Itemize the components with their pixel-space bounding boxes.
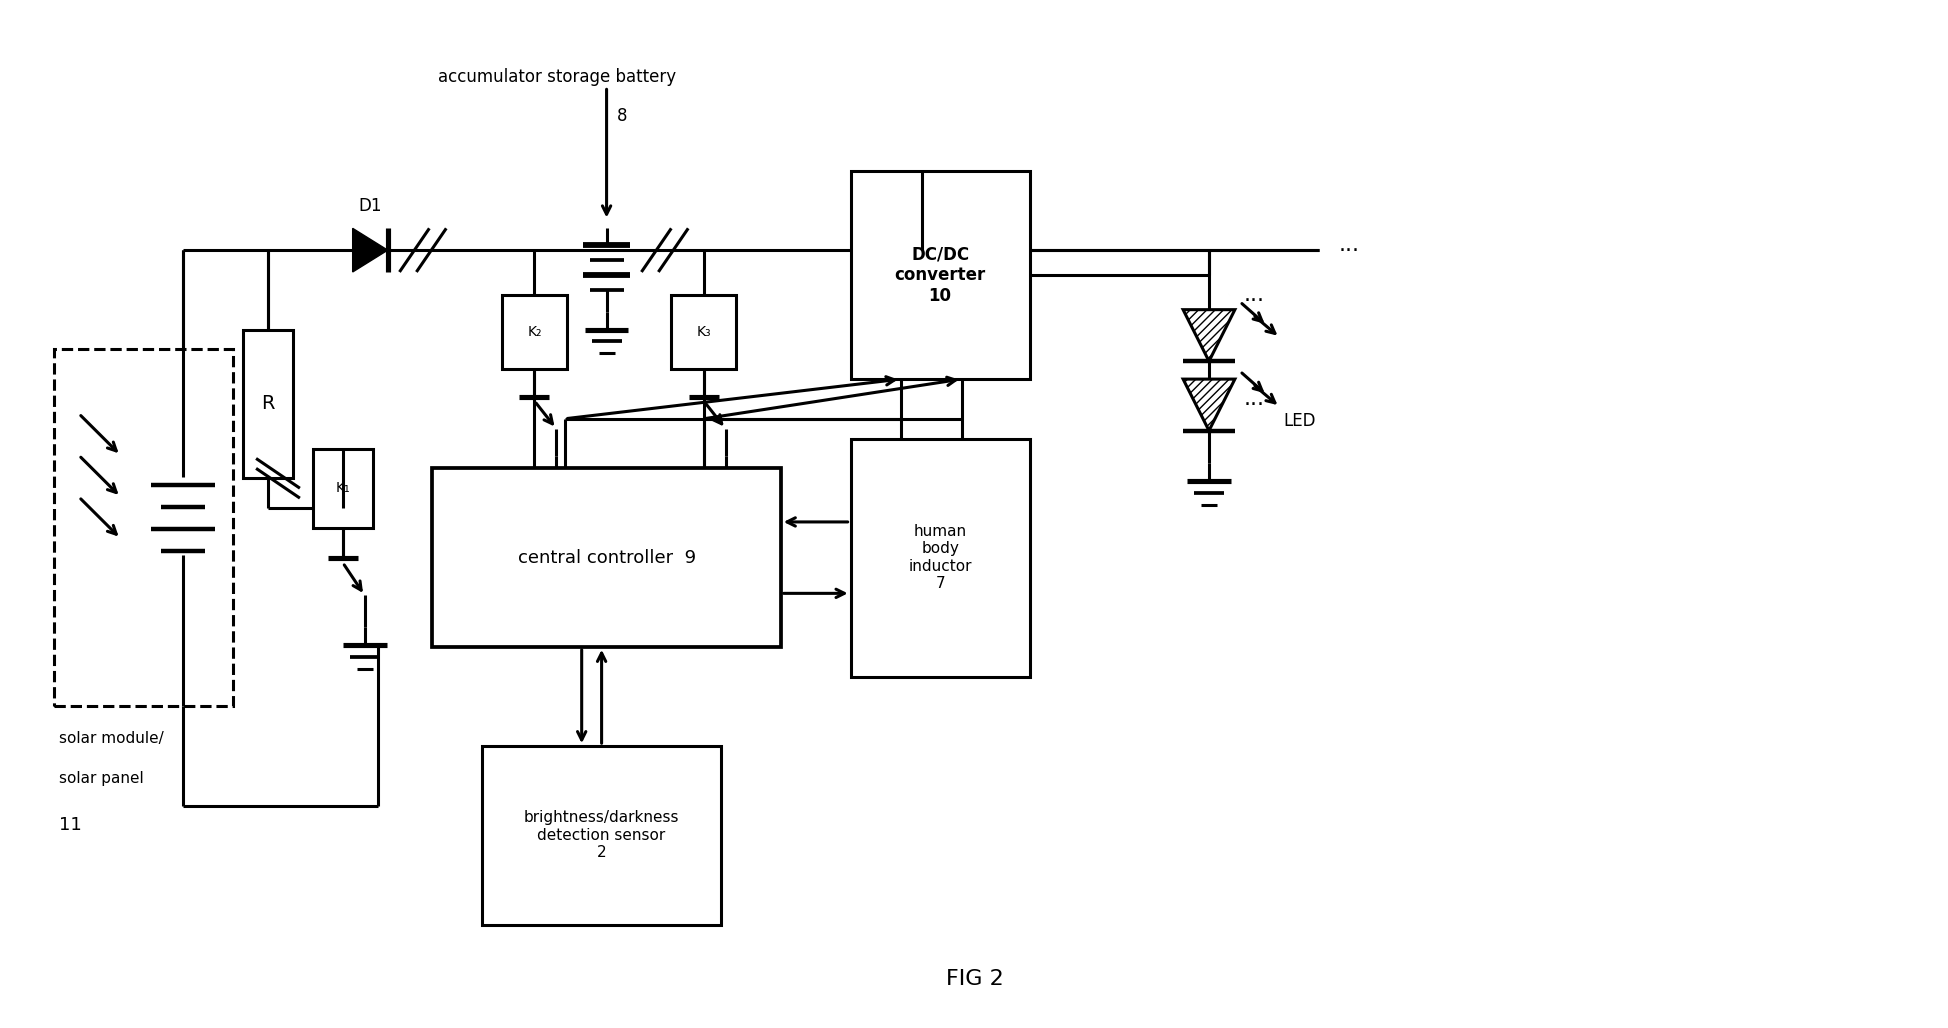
Text: central controller  9: central controller 9 — [518, 549, 695, 566]
Text: 8: 8 — [616, 107, 627, 125]
Text: LED: LED — [1284, 412, 1315, 430]
Text: ...: ... — [1338, 235, 1360, 255]
Text: 11: 11 — [58, 815, 82, 834]
Text: brightness/darkness
detection sensor
2: brightness/darkness detection sensor 2 — [524, 810, 680, 860]
Text: K₁: K₁ — [335, 481, 351, 495]
Text: R: R — [261, 395, 275, 413]
Text: DC/DC
converter
10: DC/DC converter 10 — [894, 245, 986, 304]
Bar — [314, 448, 372, 528]
Text: D1: D1 — [358, 196, 382, 215]
Text: K₂: K₂ — [526, 325, 542, 339]
Text: FIG 2: FIG 2 — [945, 969, 1003, 989]
Text: K₃: K₃ — [695, 325, 711, 339]
Text: ...: ... — [1243, 389, 1264, 409]
Bar — [503, 295, 567, 369]
Bar — [481, 746, 721, 924]
Polygon shape — [1182, 309, 1235, 361]
Polygon shape — [353, 228, 388, 272]
Bar — [432, 469, 781, 647]
Text: human
body
inductor
7: human body inductor 7 — [908, 524, 972, 591]
Bar — [849, 439, 1029, 676]
Bar — [849, 171, 1029, 379]
Text: accumulator storage battery: accumulator storage battery — [438, 68, 676, 85]
Text: ...: ... — [1243, 285, 1264, 304]
Polygon shape — [1182, 379, 1235, 431]
Bar — [670, 295, 736, 369]
Bar — [244, 330, 292, 478]
Bar — [55, 350, 234, 706]
Text: solar module/: solar module/ — [58, 731, 164, 746]
Text: solar panel: solar panel — [58, 771, 144, 785]
